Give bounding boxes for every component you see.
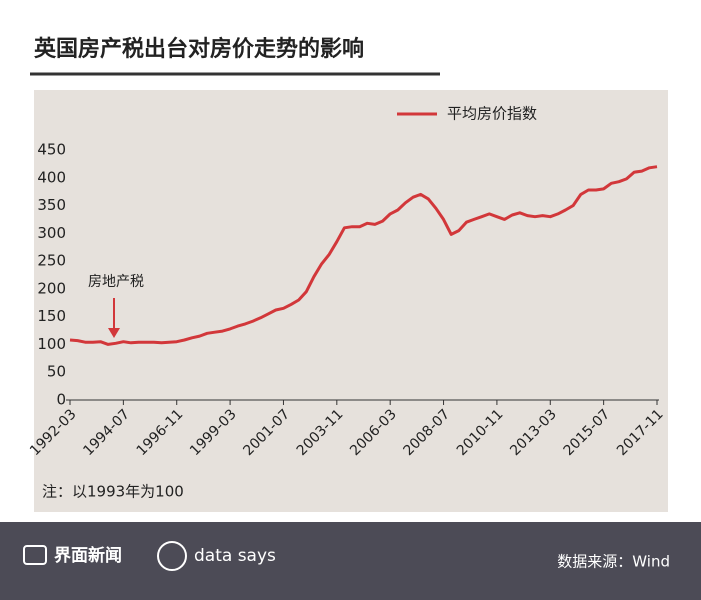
brand-icon: [23, 545, 47, 565]
y-tick-label: 300: [37, 224, 66, 242]
data-line: [69, 165, 658, 346]
y-tick-label: 0: [56, 391, 66, 409]
y-tick-label: 250: [37, 252, 66, 270]
chart-title: 英国房产税出台对房价走势的影响: [34, 36, 364, 62]
note: 注：以1993年为100: [42, 483, 184, 501]
y-tick-label: 200: [37, 279, 66, 297]
y-tick-label: 150: [37, 307, 66, 325]
y-tick-label: 400: [37, 168, 66, 186]
y-tick-label: 450: [37, 141, 66, 159]
annotation: 房地产税: [88, 274, 144, 290]
plot-panel: [34, 90, 668, 512]
y-tick-label: 350: [37, 196, 66, 214]
footer-bg: [0, 522, 701, 600]
legend-label: 平均房价指数: [447, 105, 537, 123]
brand: 界面新闻: [54, 545, 122, 566]
y-tick-label: 50: [47, 363, 66, 381]
brand2-icon: [157, 541, 187, 571]
source: 数据来源：Wind: [557, 553, 670, 571]
y-tick-label: 100: [37, 335, 66, 353]
annotation-arrowhead: [108, 328, 120, 338]
brand2: data says: [194, 546, 276, 566]
